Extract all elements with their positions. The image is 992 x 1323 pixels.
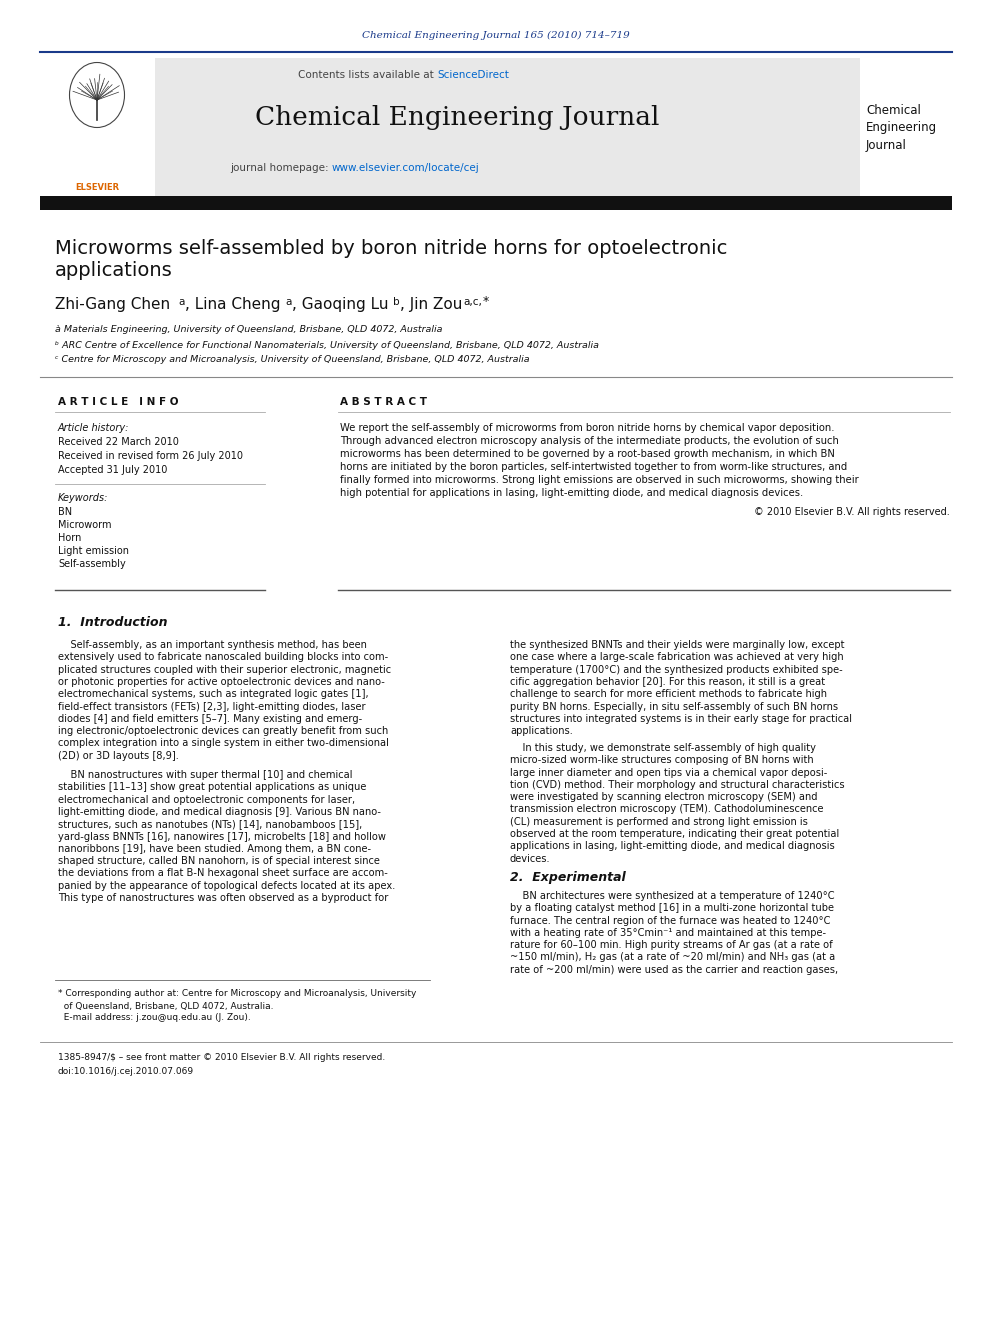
Text: furnace. The central region of the furnace was heated to 1240°C: furnace. The central region of the furna… <box>510 916 830 926</box>
Text: microworms has been determined to be governed by a root-based growth mechanism, : microworms has been determined to be gov… <box>340 448 835 459</box>
Text: www.elsevier.com/locate/cej: www.elsevier.com/locate/cej <box>332 163 480 173</box>
Text: Received in revised form 26 July 2010: Received in revised form 26 July 2010 <box>58 451 243 460</box>
Text: ELSEVIER: ELSEVIER <box>75 184 119 193</box>
Text: nanoribbons [19], have been studied. Among them, a BN cone-: nanoribbons [19], have been studied. Amo… <box>58 844 371 853</box>
Text: , Gaoqing Lu: , Gaoqing Lu <box>292 298 389 312</box>
Text: (2D) or 3D layouts [8,9].: (2D) or 3D layouts [8,9]. <box>58 750 179 761</box>
Text: observed at the room temperature, indicating their great potential: observed at the room temperature, indica… <box>510 830 839 839</box>
Text: a: a <box>285 296 292 307</box>
Text: devices.: devices. <box>510 853 551 864</box>
Text: BN nanostructures with super thermal [10] and chemical: BN nanostructures with super thermal [10… <box>58 770 352 781</box>
Text: shaped structure, called BN nanohorn, is of special interest since: shaped structure, called BN nanohorn, is… <box>58 856 380 867</box>
Text: E-mail address: j.zou@uq.edu.au (J. Zou).: E-mail address: j.zou@uq.edu.au (J. Zou)… <box>58 1013 251 1023</box>
Text: applications in lasing, light-emitting diode, and medical diagnosis: applications in lasing, light-emitting d… <box>510 841 834 852</box>
Text: 2.  Experimental: 2. Experimental <box>510 872 626 885</box>
Text: light-emitting diode, and medical diagnosis [9]. Various BN nano-: light-emitting diode, and medical diagno… <box>58 807 381 816</box>
Text: stabilities [11–13] show great potential applications as unique: stabilities [11–13] show great potential… <box>58 782 366 792</box>
Text: the deviations from a flat B-N hexagonal sheet surface are accom-: the deviations from a flat B-N hexagonal… <box>58 868 388 878</box>
Text: Microworm: Microworm <box>58 520 111 531</box>
Text: *: * <box>483 295 489 308</box>
Text: structures, such as nanotubes (NTs) [14], nanobamboos [15],: structures, such as nanotubes (NTs) [14]… <box>58 819 362 830</box>
Text: were investigated by scanning electron microscopy (SEM) and: were investigated by scanning electron m… <box>510 792 817 802</box>
Text: structures into integrated systems is in their early stage for practical: structures into integrated systems is in… <box>510 714 852 724</box>
Text: ᶜ Centre for Microscopy and Microanalysis, University of Queensland, Brisbane, Q: ᶜ Centre for Microscopy and Microanalysi… <box>55 356 530 365</box>
Text: applications.: applications. <box>510 726 572 736</box>
Text: This type of nanostructures was often observed as a byproduct for: This type of nanostructures was often ob… <box>58 893 389 904</box>
Text: large inner diameter and open tips via a chemical vapor deposi-: large inner diameter and open tips via a… <box>510 767 827 778</box>
Bar <box>40 58 155 198</box>
Text: 1385-8947/$ – see front matter © 2010 Elsevier B.V. All rights reserved.: 1385-8947/$ – see front matter © 2010 El… <box>58 1053 385 1061</box>
Text: ~150 ml/min), H₂ gas (at a rate of ~20 ml/min) and NH₃ gas (at a: ~150 ml/min), H₂ gas (at a rate of ~20 m… <box>510 953 835 963</box>
Text: ScienceDirect: ScienceDirect <box>437 70 509 79</box>
Text: Keywords:: Keywords: <box>58 493 108 503</box>
Text: , Jin Zou: , Jin Zou <box>400 298 462 312</box>
Text: © 2010 Elsevier B.V. All rights reserved.: © 2010 Elsevier B.V. All rights reserved… <box>754 507 950 517</box>
Bar <box>155 58 860 198</box>
Text: Contents lists available at: Contents lists available at <box>298 70 437 79</box>
Text: one case where a large-scale fabrication was achieved at very high: one case where a large-scale fabrication… <box>510 652 843 663</box>
Text: Article history:: Article history: <box>58 423 129 433</box>
Text: finally formed into microworms. Strong light emissions are observed in such micr: finally formed into microworms. Strong l… <box>340 475 859 486</box>
Text: purity BN horns. Especially, in situ self-assembly of such BN horns: purity BN horns. Especially, in situ sel… <box>510 701 838 712</box>
Text: electromechanical systems, such as integrated logic gates [1],: electromechanical systems, such as integ… <box>58 689 369 699</box>
Text: ing electronic/optoelectronic devices can greatly benefit from such: ing electronic/optoelectronic devices ca… <box>58 726 388 736</box>
Text: Chemical Engineering Journal: Chemical Engineering Journal <box>255 106 660 131</box>
Text: 1.  Introduction: 1. Introduction <box>58 615 168 628</box>
Text: challenge to search for more efficient methods to fabricate high: challenge to search for more efficient m… <box>510 689 827 699</box>
Text: Through advanced electron microscopy analysis of the intermediate products, the : Through advanced electron microscopy ana… <box>340 437 839 446</box>
Text: panied by the appearance of topological defects located at its apex.: panied by the appearance of topological … <box>58 881 396 890</box>
Text: Chemical Engineering Journal 165 (2010) 714–719: Chemical Engineering Journal 165 (2010) … <box>362 30 630 40</box>
Text: Received 22 March 2010: Received 22 March 2010 <box>58 437 179 447</box>
Text: (CL) measurement is performed and strong light emission is: (CL) measurement is performed and strong… <box>510 816 807 827</box>
Text: b: b <box>393 296 400 307</box>
Text: yard-glass BNNTs [16], nanowires [17], microbelts [18] and hollow: yard-glass BNNTs [16], nanowires [17], m… <box>58 831 386 841</box>
Text: complex integration into a single system in either two-dimensional: complex integration into a single system… <box>58 738 389 749</box>
Text: A B S T R A C T: A B S T R A C T <box>340 397 427 407</box>
Text: BN architectures were synthesized at a temperature of 1240°C: BN architectures were synthesized at a t… <box>510 890 834 901</box>
Text: BN: BN <box>58 507 72 517</box>
Text: by a floating catalyst method [16] in a multi-zone horizontal tube: by a floating catalyst method [16] in a … <box>510 904 834 913</box>
Text: micro-sized worm-like structures composing of BN horns with: micro-sized worm-like structures composi… <box>510 755 813 765</box>
Text: electromechanical and optoelectronic components for laser,: electromechanical and optoelectronic com… <box>58 795 355 804</box>
Text: a: a <box>178 296 185 307</box>
Text: Light emission: Light emission <box>58 546 129 556</box>
Bar <box>860 58 952 198</box>
Text: applications: applications <box>55 261 173 279</box>
Text: We report the self-assembly of microworms from boron nitride horns by chemical v: We report the self-assembly of microworm… <box>340 423 834 433</box>
Text: rate of ~200 ml/min) were used as the carrier and reaction gases,: rate of ~200 ml/min) were used as the ca… <box>510 964 838 975</box>
Text: with a heating rate of 35°Cmin⁻¹ and maintained at this tempe-: with a heating rate of 35°Cmin⁻¹ and mai… <box>510 927 826 938</box>
Text: horns are initiated by the boron particles, self-intertwisted together to from w: horns are initiated by the boron particl… <box>340 462 847 472</box>
Text: Chemical
Engineering
Journal: Chemical Engineering Journal <box>866 103 937 152</box>
Text: Microworms self-assembled by boron nitride horns for optoelectronic: Microworms self-assembled by boron nitri… <box>55 238 727 258</box>
Text: a,c,: a,c, <box>463 296 482 307</box>
Text: Self-assembly: Self-assembly <box>58 560 126 569</box>
Bar <box>40 196 952 210</box>
Text: rature for 60–100 min. High purity streams of Ar gas (at a rate of: rature for 60–100 min. High purity strea… <box>510 941 832 950</box>
Text: In this study, we demonstrate self-assembly of high quality: In this study, we demonstrate self-assem… <box>510 744 816 753</box>
Text: * Corresponding author at: Centre for Microscopy and Microanalysis, University: * Corresponding author at: Centre for Mi… <box>58 990 417 999</box>
Text: Horn: Horn <box>58 533 81 542</box>
Text: A R T I C L E   I N F O: A R T I C L E I N F O <box>58 397 179 407</box>
Text: Self-assembly, as an important synthesis method, has been: Self-assembly, as an important synthesis… <box>58 640 367 650</box>
Text: extensively used to fabricate nanoscaled building blocks into com-: extensively used to fabricate nanoscaled… <box>58 652 388 663</box>
Text: Zhi-Gang Chen: Zhi-Gang Chen <box>55 298 170 312</box>
Text: of Queensland, Brisbane, QLD 4072, Australia.: of Queensland, Brisbane, QLD 4072, Austr… <box>58 1002 274 1011</box>
Text: cific aggregation behavior [20]. For this reason, it still is a great: cific aggregation behavior [20]. For thi… <box>510 677 825 687</box>
Text: doi:10.1016/j.cej.2010.07.069: doi:10.1016/j.cej.2010.07.069 <box>58 1066 194 1076</box>
Text: transmission electron microscopy (TEM). Cathodoluminescence: transmission electron microscopy (TEM). … <box>510 804 823 815</box>
Text: Accepted 31 July 2010: Accepted 31 July 2010 <box>58 464 168 475</box>
Text: ᵇ ARC Centre of Excellence for Functional Nanomaterials, University of Queenslan: ᵇ ARC Centre of Excellence for Functiona… <box>55 340 599 349</box>
Text: high potential for applications in lasing, light-emitting diode, and medical dia: high potential for applications in lasin… <box>340 488 804 497</box>
Text: plicated structures coupled with their superior electronic, magnetic: plicated structures coupled with their s… <box>58 664 391 675</box>
Text: à Materials Engineering, University of Queensland, Brisbane, QLD 4072, Australia: à Materials Engineering, University of Q… <box>55 325 442 335</box>
Text: the synthesized BNNTs and their yields were marginally low, except: the synthesized BNNTs and their yields w… <box>510 640 844 650</box>
Text: , Lina Cheng: , Lina Cheng <box>185 298 281 312</box>
Text: or photonic properties for active optoelectronic devices and nano-: or photonic properties for active optoel… <box>58 677 385 687</box>
Text: journal homepage:: journal homepage: <box>230 163 332 173</box>
Text: tion (CVD) method. Their morphology and structural characteristics: tion (CVD) method. Their morphology and … <box>510 779 844 790</box>
Text: diodes [4] and field emitters [5–7]. Many existing and emerg-: diodes [4] and field emitters [5–7]. Man… <box>58 714 362 724</box>
Text: temperature (1700°C) and the synthesized products exhibited spe-: temperature (1700°C) and the synthesized… <box>510 664 843 675</box>
Text: field-effect transistors (FETs) [2,3], light-emitting diodes, laser: field-effect transistors (FETs) [2,3], l… <box>58 701 366 712</box>
